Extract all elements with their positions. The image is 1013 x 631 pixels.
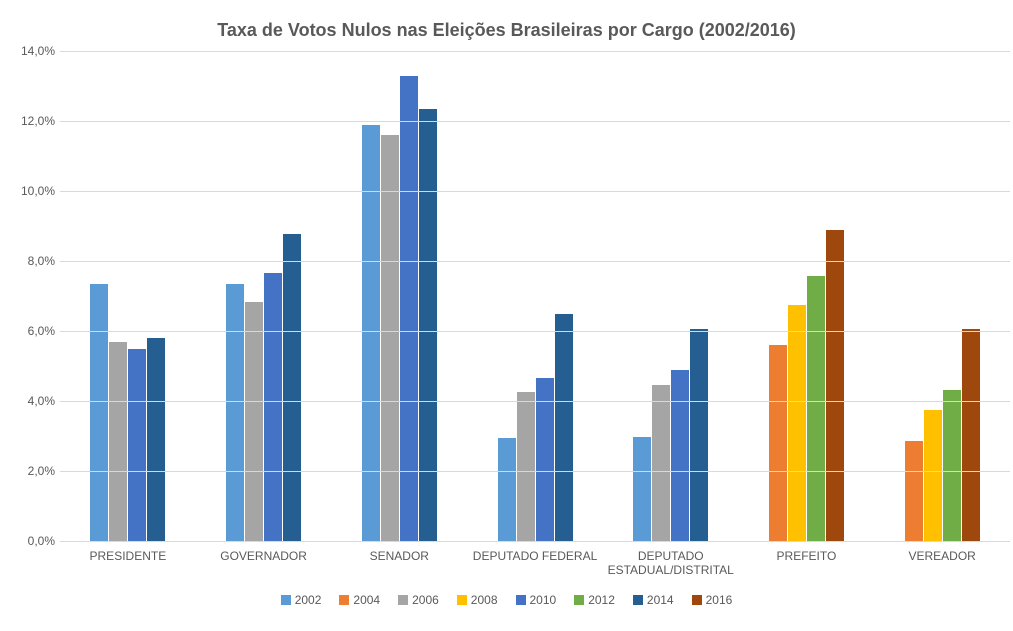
bar	[362, 125, 380, 542]
bar	[962, 329, 980, 541]
legend-item: 2010	[516, 593, 557, 607]
bar	[283, 234, 301, 541]
legend-label: 2014	[647, 593, 674, 607]
category-group	[331, 51, 467, 541]
x-axis-label: DEPUTADOESTADUAL/DISTRITAL	[603, 549, 739, 578]
category-group	[874, 51, 1010, 541]
grid-line	[60, 401, 1010, 402]
bar	[924, 410, 942, 541]
bar	[226, 284, 244, 541]
legend-swatch	[281, 595, 291, 605]
x-axis-label: PREFEITO	[739, 549, 875, 578]
bar	[517, 392, 535, 541]
legend-label: 2004	[353, 593, 380, 607]
legend-label: 2002	[295, 593, 322, 607]
grid-line	[60, 191, 1010, 192]
bar	[943, 390, 961, 541]
legend-swatch	[574, 595, 584, 605]
grid-line	[60, 331, 1010, 332]
legend-label: 2006	[412, 593, 439, 607]
bars-area	[60, 51, 1010, 541]
legend-swatch	[692, 595, 702, 605]
bar	[128, 349, 146, 542]
bar	[90, 284, 108, 541]
plot-area: 0,0%2,0%4,0%6,0%8,0%10,0%12,0%14,0%	[60, 51, 1010, 541]
legend-label: 2012	[588, 593, 615, 607]
legend-swatch	[633, 595, 643, 605]
bar	[419, 109, 437, 541]
legend-item: 2008	[457, 593, 498, 607]
category-group	[467, 51, 603, 541]
bar	[690, 329, 708, 541]
grid-line	[60, 541, 1010, 542]
bar	[807, 276, 825, 541]
legend-swatch	[457, 595, 467, 605]
y-tick-label: 14,0%	[21, 44, 55, 58]
legend: 2002 2004 2006 2008 2010 2012 2014 2016	[20, 593, 993, 607]
bar	[147, 338, 165, 541]
bar	[826, 230, 844, 542]
bar	[498, 438, 516, 541]
bar	[905, 441, 923, 541]
legend-item: 2012	[574, 593, 615, 607]
legend-item: 2016	[692, 593, 733, 607]
bar	[109, 342, 127, 542]
bar	[264, 273, 282, 541]
legend-label: 2008	[471, 593, 498, 607]
chart-container: Taxa de Votos Nulos nas Eleições Brasile…	[0, 0, 1013, 631]
bar	[245, 302, 263, 541]
category-group	[603, 51, 739, 541]
legend-swatch	[398, 595, 408, 605]
x-axis-label: GOVERNADOR	[196, 549, 332, 578]
bar	[536, 378, 554, 541]
grid-line	[60, 51, 1010, 52]
bar	[671, 370, 689, 541]
bar	[633, 437, 651, 541]
grid-line	[60, 471, 1010, 472]
bar	[381, 135, 399, 541]
grid-line	[60, 261, 1010, 262]
legend-swatch	[516, 595, 526, 605]
x-axis-label: SENADOR	[331, 549, 467, 578]
legend-label: 2010	[530, 593, 557, 607]
legend-item: 2002	[281, 593, 322, 607]
category-group	[739, 51, 875, 541]
y-tick-label: 6,0%	[28, 324, 55, 338]
grid-line	[60, 121, 1010, 122]
bar	[555, 314, 573, 541]
legend-label: 2016	[706, 593, 733, 607]
x-axis-label: DEPUTADO FEDERAL	[467, 549, 603, 578]
legend-item: 2006	[398, 593, 439, 607]
y-tick-label: 4,0%	[28, 394, 55, 408]
bar	[652, 385, 670, 541]
category-group	[60, 51, 196, 541]
y-axis: 0,0%2,0%4,0%6,0%8,0%10,0%12,0%14,0%	[20, 51, 60, 541]
chart-title: Taxa de Votos Nulos nas Eleições Brasile…	[20, 20, 993, 41]
category-group	[196, 51, 332, 541]
x-axis-labels: PRESIDENTEGOVERNADORSENADORDEPUTADO FEDE…	[60, 549, 1010, 578]
x-axis-label: PRESIDENTE	[60, 549, 196, 578]
y-tick-label: 8,0%	[28, 254, 55, 268]
bar	[788, 305, 806, 541]
x-axis-label: VEREADOR	[874, 549, 1010, 578]
y-tick-label: 12,0%	[21, 114, 55, 128]
y-tick-label: 0,0%	[28, 534, 55, 548]
y-tick-label: 2,0%	[28, 464, 55, 478]
y-tick-label: 10,0%	[21, 184, 55, 198]
legend-item: 2004	[339, 593, 380, 607]
bar	[769, 345, 787, 541]
legend-item: 2014	[633, 593, 674, 607]
legend-swatch	[339, 595, 349, 605]
